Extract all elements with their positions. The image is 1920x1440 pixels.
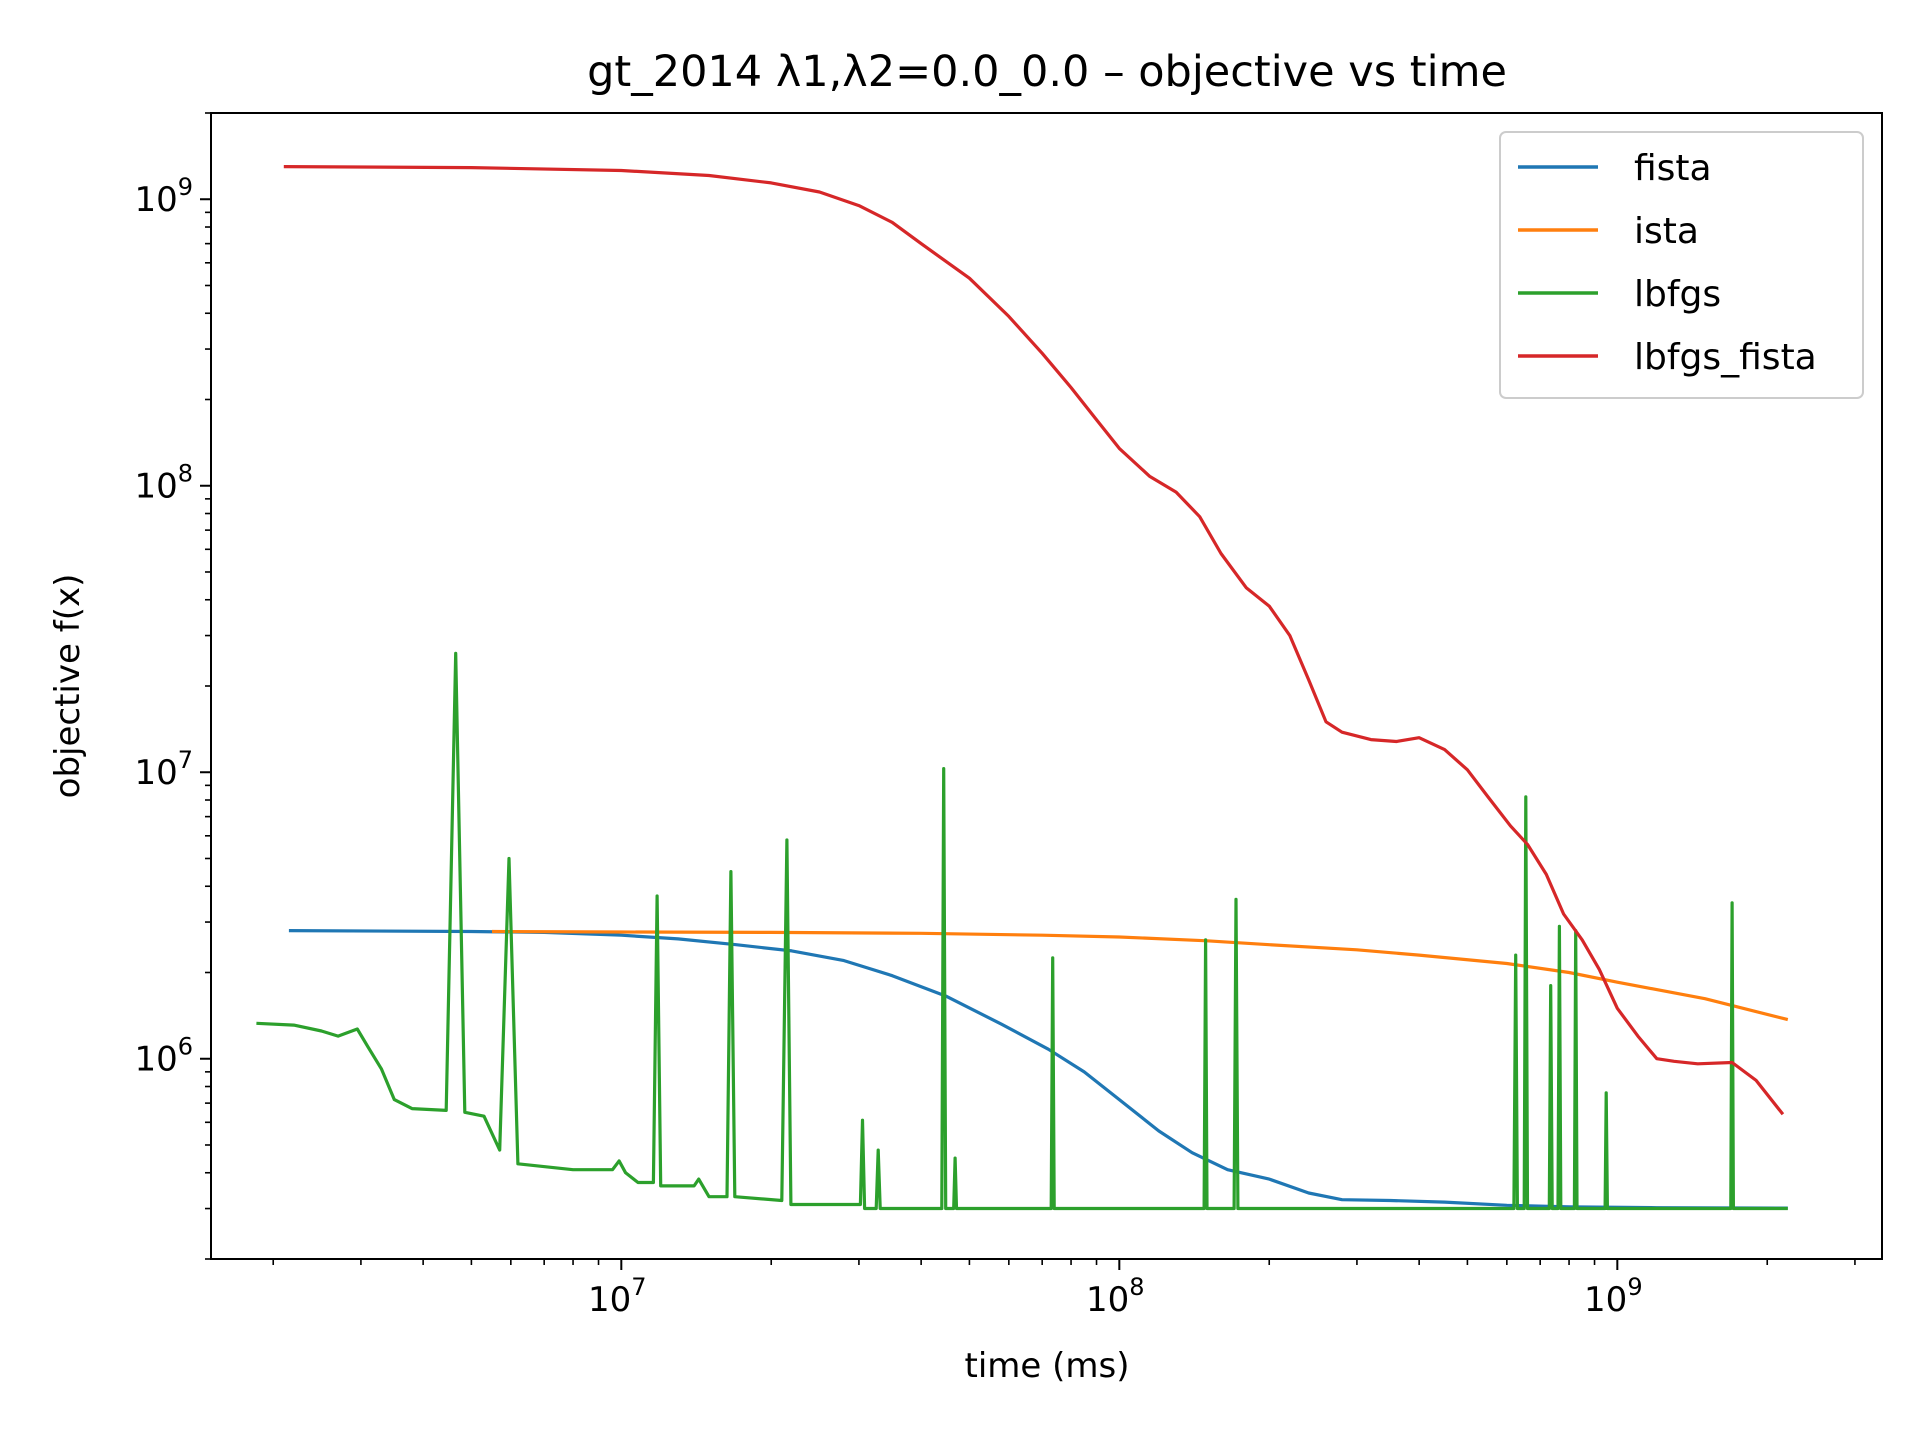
y-tick-label: 109 — [134, 173, 193, 220]
series-line-lbfgs — [256, 651, 1788, 1211]
x-tick-label: 109 — [1584, 1273, 1643, 1320]
legend-label-ista: ista — [1634, 211, 1699, 252]
y-axis-label: objective f(x) — [48, 574, 88, 799]
y-tick-label: 107 — [134, 746, 193, 793]
y-tick-label: 108 — [134, 460, 193, 507]
series-line-lbfgs-fista — [283, 165, 1785, 1116]
legend-box — [1499, 131, 1864, 399]
legend-label-lbfgs-fista: lbfgs_fista — [1634, 337, 1817, 378]
legend: fista ista lbfgs lbfgs_fista — [1499, 131, 1864, 399]
series-line-fista — [288, 929, 1788, 1210]
x-axis-label: time (ms) — [965, 1346, 1130, 1386]
plot-lines — [256, 165, 1789, 1211]
y-tick-label: 106 — [134, 1033, 193, 1080]
x-tick-label: 108 — [1086, 1273, 1145, 1320]
plot-area-frame — [210, 112, 1883, 1260]
legend-label-lbfgs: lbfgs — [1634, 274, 1721, 315]
axis-ticks: 107 108 109 106 107 108 109 — [134, 112, 1856, 1320]
legend-label-fista: fista — [1634, 148, 1712, 189]
x-tick-label: 107 — [588, 1273, 647, 1320]
series-line-ista — [491, 929, 1789, 1022]
chart-title: gt_2014 λ1,λ2=0.0_0.0 – objective vs tim… — [587, 47, 1507, 97]
